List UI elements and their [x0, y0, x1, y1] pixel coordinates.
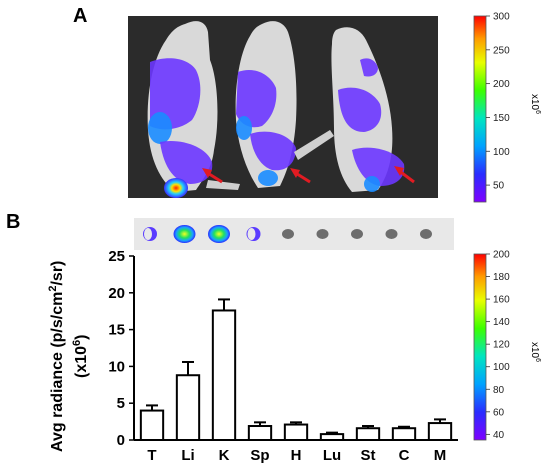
- panel-b-label: B: [6, 211, 20, 233]
- x-tick-label: H: [291, 447, 302, 464]
- x-tick-label: T: [147, 447, 156, 464]
- y-tick-label: 20: [108, 285, 125, 302]
- organ-St: [351, 229, 363, 239]
- colorbar-a-tick-label: 200: [493, 79, 510, 90]
- mouse-1: [147, 21, 240, 198]
- mouse-photo: [128, 16, 438, 198]
- arrow-mouse-1: [202, 168, 223, 184]
- colorbar-b-unit: x106: [529, 342, 541, 362]
- organ-C: [385, 229, 398, 239]
- bar-T: [139, 409, 165, 441]
- colorbar-a-tick-label: 300: [493, 12, 510, 23]
- colorbar-b-tick-label: 140: [493, 317, 510, 328]
- organ-K: [208, 225, 230, 243]
- colorbar-b-tick-label: 120: [493, 340, 510, 351]
- colorbar-b-tick-label: 160: [493, 295, 510, 306]
- colorbar-b-tick-label: 80: [493, 385, 505, 396]
- colorbar-a-tick-label: 50: [493, 181, 505, 192]
- bar-Sp: [247, 425, 273, 441]
- bar-Lu: [319, 433, 345, 441]
- x-tick-label: K: [219, 447, 230, 464]
- y-axis-title: Avg radiance (p/s/cm2/sr): [47, 261, 66, 452]
- bar-Li: [175, 374, 201, 441]
- colorbar-a-unit: x106: [529, 94, 541, 114]
- y-tick-label: 15: [108, 322, 125, 339]
- y-tick-label: 25: [108, 248, 125, 265]
- bar-C: [391, 427, 417, 441]
- bar-K: [211, 309, 237, 441]
- colorbar-a-tick-label: 150: [493, 113, 510, 124]
- organ-strip: [134, 218, 454, 250]
- organ-Li: [173, 225, 196, 243]
- colorbar-b-tick-label: 100: [493, 362, 510, 373]
- bar-H: [283, 423, 309, 442]
- colorbar-b-tick-label: 200: [493, 250, 510, 261]
- organ-Sp: [246, 227, 261, 241]
- y-tick-label: 0: [117, 432, 125, 449]
- x-tick-label: C: [399, 447, 410, 464]
- organ-Lu: [316, 229, 329, 239]
- colorbar-a-tick-label: 250: [493, 45, 510, 56]
- bar-chart: 0 5 10 15 20 25 T Li K Sp H Lu St C M Avg radiance (p…: [47, 248, 458, 464]
- y-tick-label: 10: [108, 358, 125, 375]
- colorbar-a-tick-label: 100: [493, 147, 510, 158]
- arrow-mouse-3: [394, 166, 415, 184]
- colorbar-b: 40 60 80 100 120 140 160 180 200 x106: [473, 250, 541, 441]
- arrow-mouse-2: [290, 168, 311, 184]
- x-tick-label: St: [361, 447, 376, 464]
- organ-M: [420, 229, 432, 239]
- x-tick-label: Li: [181, 447, 194, 464]
- mouse-3: [331, 27, 405, 193]
- x-tick-label: Sp: [250, 447, 269, 464]
- x-tick-label: Lu: [323, 447, 341, 464]
- colorbar-b-tick-label: 60: [493, 407, 505, 418]
- bar-St: [355, 427, 381, 441]
- x-tick-label: M: [434, 447, 447, 464]
- colorbar-b-tick-label: 40: [493, 430, 505, 441]
- organ-T: [143, 227, 157, 241]
- colorbar-a: 50 100 150 200 250 300 x106: [473, 12, 541, 203]
- bar-M: [427, 422, 453, 441]
- colorbar-b-tick-label: 180: [493, 272, 510, 283]
- y-axis-title-scale: (x106): [71, 335, 90, 378]
- organ-H: [282, 229, 294, 239]
- y-tick-label: 5: [117, 395, 125, 412]
- panel-a-label: A: [73, 5, 87, 27]
- mouse-2: [235, 21, 334, 188]
